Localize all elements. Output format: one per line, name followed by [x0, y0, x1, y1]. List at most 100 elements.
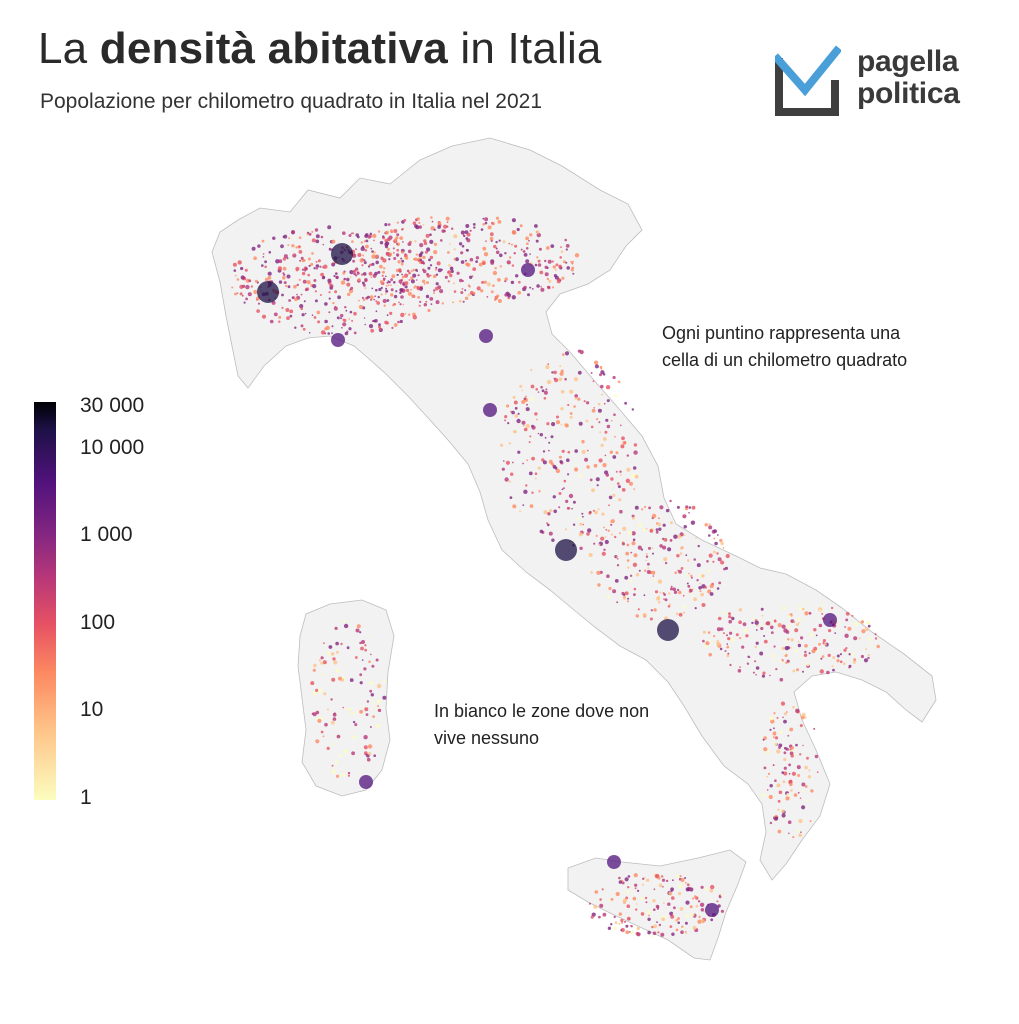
- density-cell: [396, 221, 399, 224]
- density-cell: [672, 913, 675, 916]
- density-cell: [800, 636, 804, 640]
- density-cell: [572, 500, 576, 504]
- density-cell: [264, 277, 269, 282]
- density-cell: [633, 450, 638, 455]
- density-cell: [613, 413, 616, 417]
- density-cell: [499, 253, 503, 258]
- density-cell: [370, 328, 375, 333]
- density-cell: [867, 656, 870, 660]
- density-cell: [400, 295, 404, 299]
- density-cell: [500, 443, 504, 447]
- density-cell: [827, 653, 831, 658]
- density-cell: [697, 544, 700, 548]
- density-cell: [382, 298, 387, 304]
- density-cell: [441, 229, 445, 233]
- density-cell: [669, 539, 673, 542]
- density-cell: [702, 639, 705, 643]
- density-cell: [605, 528, 608, 531]
- density-cell: [787, 638, 790, 641]
- density-cell: [783, 757, 787, 762]
- density-cell: [390, 278, 393, 282]
- density-cell: [363, 317, 366, 319]
- density-cell: [379, 280, 384, 284]
- density-cell: [676, 505, 680, 509]
- density-cell: [355, 274, 358, 277]
- density-cell: [395, 290, 398, 293]
- legend-colorbar: [34, 402, 56, 800]
- density-cell: [787, 820, 792, 824]
- density-cell: [618, 922, 621, 925]
- density-cell: [677, 569, 680, 572]
- density-cell: [353, 331, 357, 335]
- density-cell: [653, 924, 658, 929]
- density-cell: [382, 679, 386, 683]
- density-cell: [709, 592, 714, 596]
- density-cell: [707, 569, 711, 573]
- density-cell: [356, 624, 361, 629]
- density-cell: [437, 221, 442, 225]
- density-cell: [422, 262, 426, 265]
- density-cell: [712, 560, 715, 563]
- density-cell: [512, 395, 516, 399]
- density-cell: [397, 260, 401, 264]
- density-cell: [429, 255, 434, 260]
- density-cell: [337, 295, 341, 300]
- density-cell: [668, 891, 673, 896]
- density-cell: [384, 230, 389, 235]
- density-cell: [538, 489, 541, 492]
- density-cell: [591, 488, 595, 493]
- density-cell: [807, 775, 812, 779]
- density-cell: [365, 244, 369, 249]
- density-cell: [295, 246, 298, 249]
- density-cell: [604, 430, 608, 434]
- density-cell: [852, 660, 856, 664]
- density-cell: [310, 262, 314, 266]
- density-cell: [393, 229, 398, 233]
- density-cell: [663, 593, 666, 596]
- density-cell: [498, 239, 501, 242]
- density-cell: [692, 595, 695, 598]
- density-cell: [364, 249, 368, 252]
- density-cell: [402, 303, 405, 306]
- density-cell: [763, 635, 766, 637]
- density-cell: [848, 666, 851, 669]
- density-cell: [355, 628, 360, 633]
- density-cell: [320, 730, 324, 734]
- density-cell: [693, 558, 696, 561]
- density-cell: [435, 282, 439, 286]
- density-cell: [441, 302, 444, 305]
- density-cell: [607, 926, 612, 930]
- density-cell: [376, 683, 382, 689]
- density-cell: [527, 293, 530, 297]
- density-cell: [410, 276, 414, 280]
- density-cell: [560, 423, 563, 426]
- density-cell: [472, 267, 477, 271]
- density-cell: [497, 299, 502, 303]
- density-cell: [245, 297, 248, 301]
- density-cell: [755, 641, 759, 645]
- density-cell: [641, 508, 644, 511]
- density-cell: [763, 766, 767, 770]
- density-cell: [597, 583, 601, 587]
- density-cell: [282, 236, 285, 238]
- density-cell: [530, 384, 535, 389]
- density-cell: [596, 484, 599, 487]
- density-cell: [565, 499, 569, 503]
- density-cell: [786, 646, 790, 650]
- density-cell: [559, 371, 564, 376]
- density-cell: [360, 241, 363, 244]
- density-cell: [682, 594, 685, 597]
- annotation-white-areas: In bianco le zone dove non vive nessuno: [434, 701, 650, 748]
- density-cell: [769, 674, 771, 677]
- density-cell: [723, 632, 725, 635]
- density-cell: [473, 226, 476, 229]
- density-cell: [312, 691, 317, 696]
- density-cell: [374, 295, 377, 298]
- density-cell: [714, 541, 718, 546]
- density-cell: [393, 294, 398, 299]
- density-cell: [735, 633, 739, 637]
- density-cell: [504, 252, 507, 255]
- density-cell: [521, 400, 526, 404]
- density-cell: [628, 481, 634, 486]
- density-cell: [790, 746, 795, 750]
